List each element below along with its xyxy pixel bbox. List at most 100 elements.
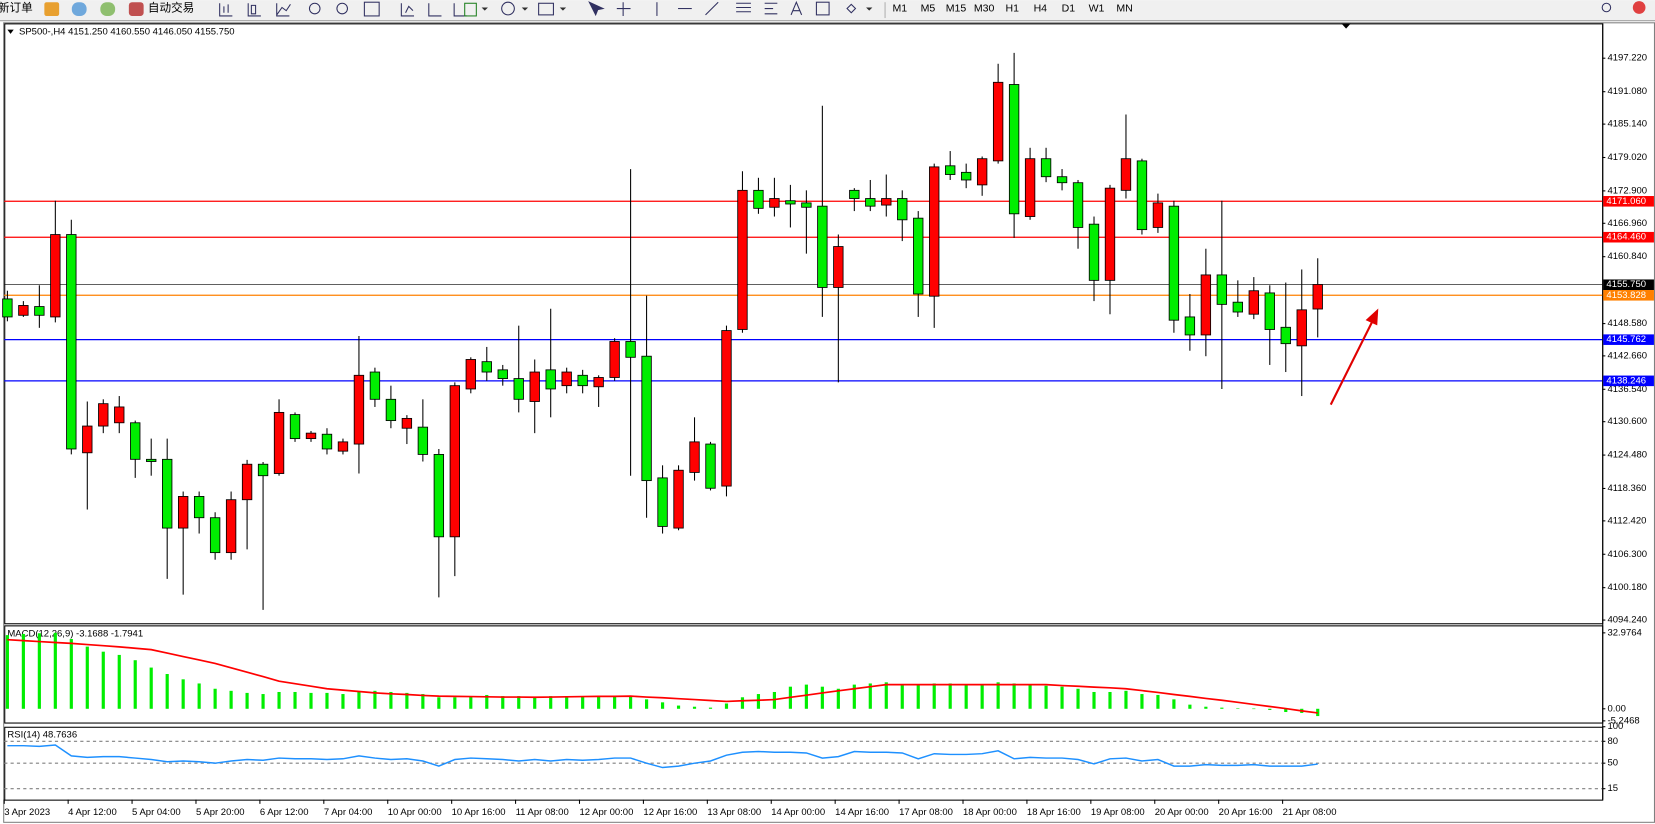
icon[interactable]: [846, 3, 857, 14]
candle-body: [1200, 274, 1212, 336]
candle-body: [561, 371, 572, 387]
annotation-arrow: [1329, 308, 1379, 406]
candle-body: [1184, 316, 1196, 336]
icon[interactable]: [128, 2, 144, 16]
icon[interactable]: [815, 1, 830, 16]
candle-body: [801, 202, 812, 208]
y-tick-label: 4197.220: [1607, 53, 1647, 64]
icon[interactable]: [308, 2, 321, 15]
histogram-bar: [21, 633, 25, 709]
notification-badge[interactable]: [1632, 1, 1646, 14]
x-tick-label: 21 Apr 08:00: [1283, 807, 1337, 818]
candle-body: [817, 205, 828, 288]
icon[interactable]: [736, 2, 751, 13]
timeframe-button[interactable]: M5: [921, 2, 936, 14]
candle-body: [337, 441, 349, 452]
timeframe-button[interactable]: D1: [1062, 2, 1076, 14]
new-order-button[interactable]: 新订单: [0, 1, 33, 15]
histogram-bar: [1124, 690, 1128, 709]
arrow-head: [1365, 308, 1379, 326]
icon[interactable]: [538, 2, 554, 16]
y-tick-label: 50: [1607, 758, 1618, 769]
histogram-bar: [309, 692, 313, 709]
candle-body: [146, 458, 157, 462]
candle-body: [2, 298, 13, 318]
icon[interactable]: [71, 2, 87, 16]
icon[interactable]: [400, 3, 415, 17]
icon[interactable]: [866, 7, 873, 11]
x-tick-label: 7 Apr 04:00: [324, 807, 373, 818]
candle-body: [1232, 301, 1244, 313]
histogram-bar: [1108, 691, 1112, 709]
icon[interactable]: [464, 2, 477, 17]
icon[interactable]: [521, 7, 529, 11]
candle-body: [865, 198, 876, 207]
icon[interactable]: [481, 7, 488, 11]
histogram-bar: [1284, 708, 1288, 713]
icon[interactable]: [616, 2, 631, 16]
histogram-bar: [868, 683, 872, 709]
candle-body: [162, 458, 173, 529]
x-tick-label: 10 Apr 16:00: [452, 807, 506, 818]
icon[interactable]: [219, 3, 233, 17]
price-tag-label: 4164.460: [1606, 232, 1646, 243]
icon[interactable]: [100, 2, 116, 16]
search-icon[interactable]: [1601, 2, 1612, 13]
histogram-bar: [1028, 684, 1032, 709]
histogram-bar: [1252, 708, 1256, 710]
auto-trading-button[interactable]: 自动交易: [148, 1, 194, 15]
timeframe-button[interactable]: W1: [1089, 2, 1105, 14]
rsi-line: [7, 744, 1318, 769]
icon[interactable]: [44, 2, 60, 16]
icon[interactable]: [790, 0, 803, 16]
toolbar-bg: [0, 0, 1655, 21]
timeframe-button[interactable]: H4: [1034, 2, 1048, 14]
histogram-bar: [804, 684, 808, 709]
candle-body: [1216, 274, 1228, 305]
candle-body: [785, 200, 796, 205]
histogram-bar: [629, 696, 633, 709]
histogram-bar: [1092, 691, 1096, 709]
icon[interactable]: [588, 1, 605, 17]
y-tick-label: 4148.580: [1607, 318, 1647, 329]
candle-body: [833, 246, 844, 288]
icon[interactable]: [336, 2, 349, 15]
candle-body: [321, 433, 333, 450]
timeframe-button[interactable]: H1: [1005, 2, 1019, 14]
icon[interactable]: [705, 1, 719, 16]
timeframe-button[interactable]: M1: [893, 2, 908, 14]
candle-body: [225, 499, 237, 554]
histogram-bar: [756, 694, 761, 709]
icon[interactable]: [559, 7, 567, 11]
histogram-bar: [405, 692, 409, 709]
y-tick-label: 4172.900: [1607, 185, 1647, 196]
x-tick-label: 18 Apr 16:00: [1027, 807, 1081, 818]
candle-body: [50, 234, 61, 318]
icon[interactable]: [428, 3, 442, 17]
timeframe-button[interactable]: MN: [1116, 2, 1132, 14]
chart-window: [3, 22, 1655, 823]
icon[interactable]: [453, 3, 467, 17]
histogram-bar: [964, 684, 968, 709]
icon[interactable]: [363, 1, 380, 17]
timeframe-bar: M1 M5 M15 M30 H1 H4 D1 W1 MN: [884, 2, 1133, 19]
candle-body: [737, 189, 748, 330]
icon[interactable]: [247, 3, 261, 17]
histogram-bar: [293, 691, 297, 709]
timeframe-button[interactable]: M15: [946, 2, 967, 14]
candle-body: [1120, 158, 1132, 191]
histogram-bar: [453, 697, 457, 709]
candle-body: [449, 385, 460, 538]
y-tick-label: 4160.840: [1607, 251, 1647, 262]
histogram-bar: [900, 684, 904, 709]
histogram-bar: [229, 690, 233, 709]
icon[interactable]: [764, 2, 778, 15]
icon[interactable]: [501, 1, 515, 16]
candle-body: [913, 217, 924, 295]
timeframe-button[interactable]: M30: [974, 2, 995, 14]
candle-body: [289, 414, 301, 440]
candle-body: [976, 158, 988, 186]
icon[interactable]: [276, 3, 291, 17]
symbol-menu-arrow[interactable]: [7, 29, 14, 34]
candle-body: [1280, 326, 1291, 345]
